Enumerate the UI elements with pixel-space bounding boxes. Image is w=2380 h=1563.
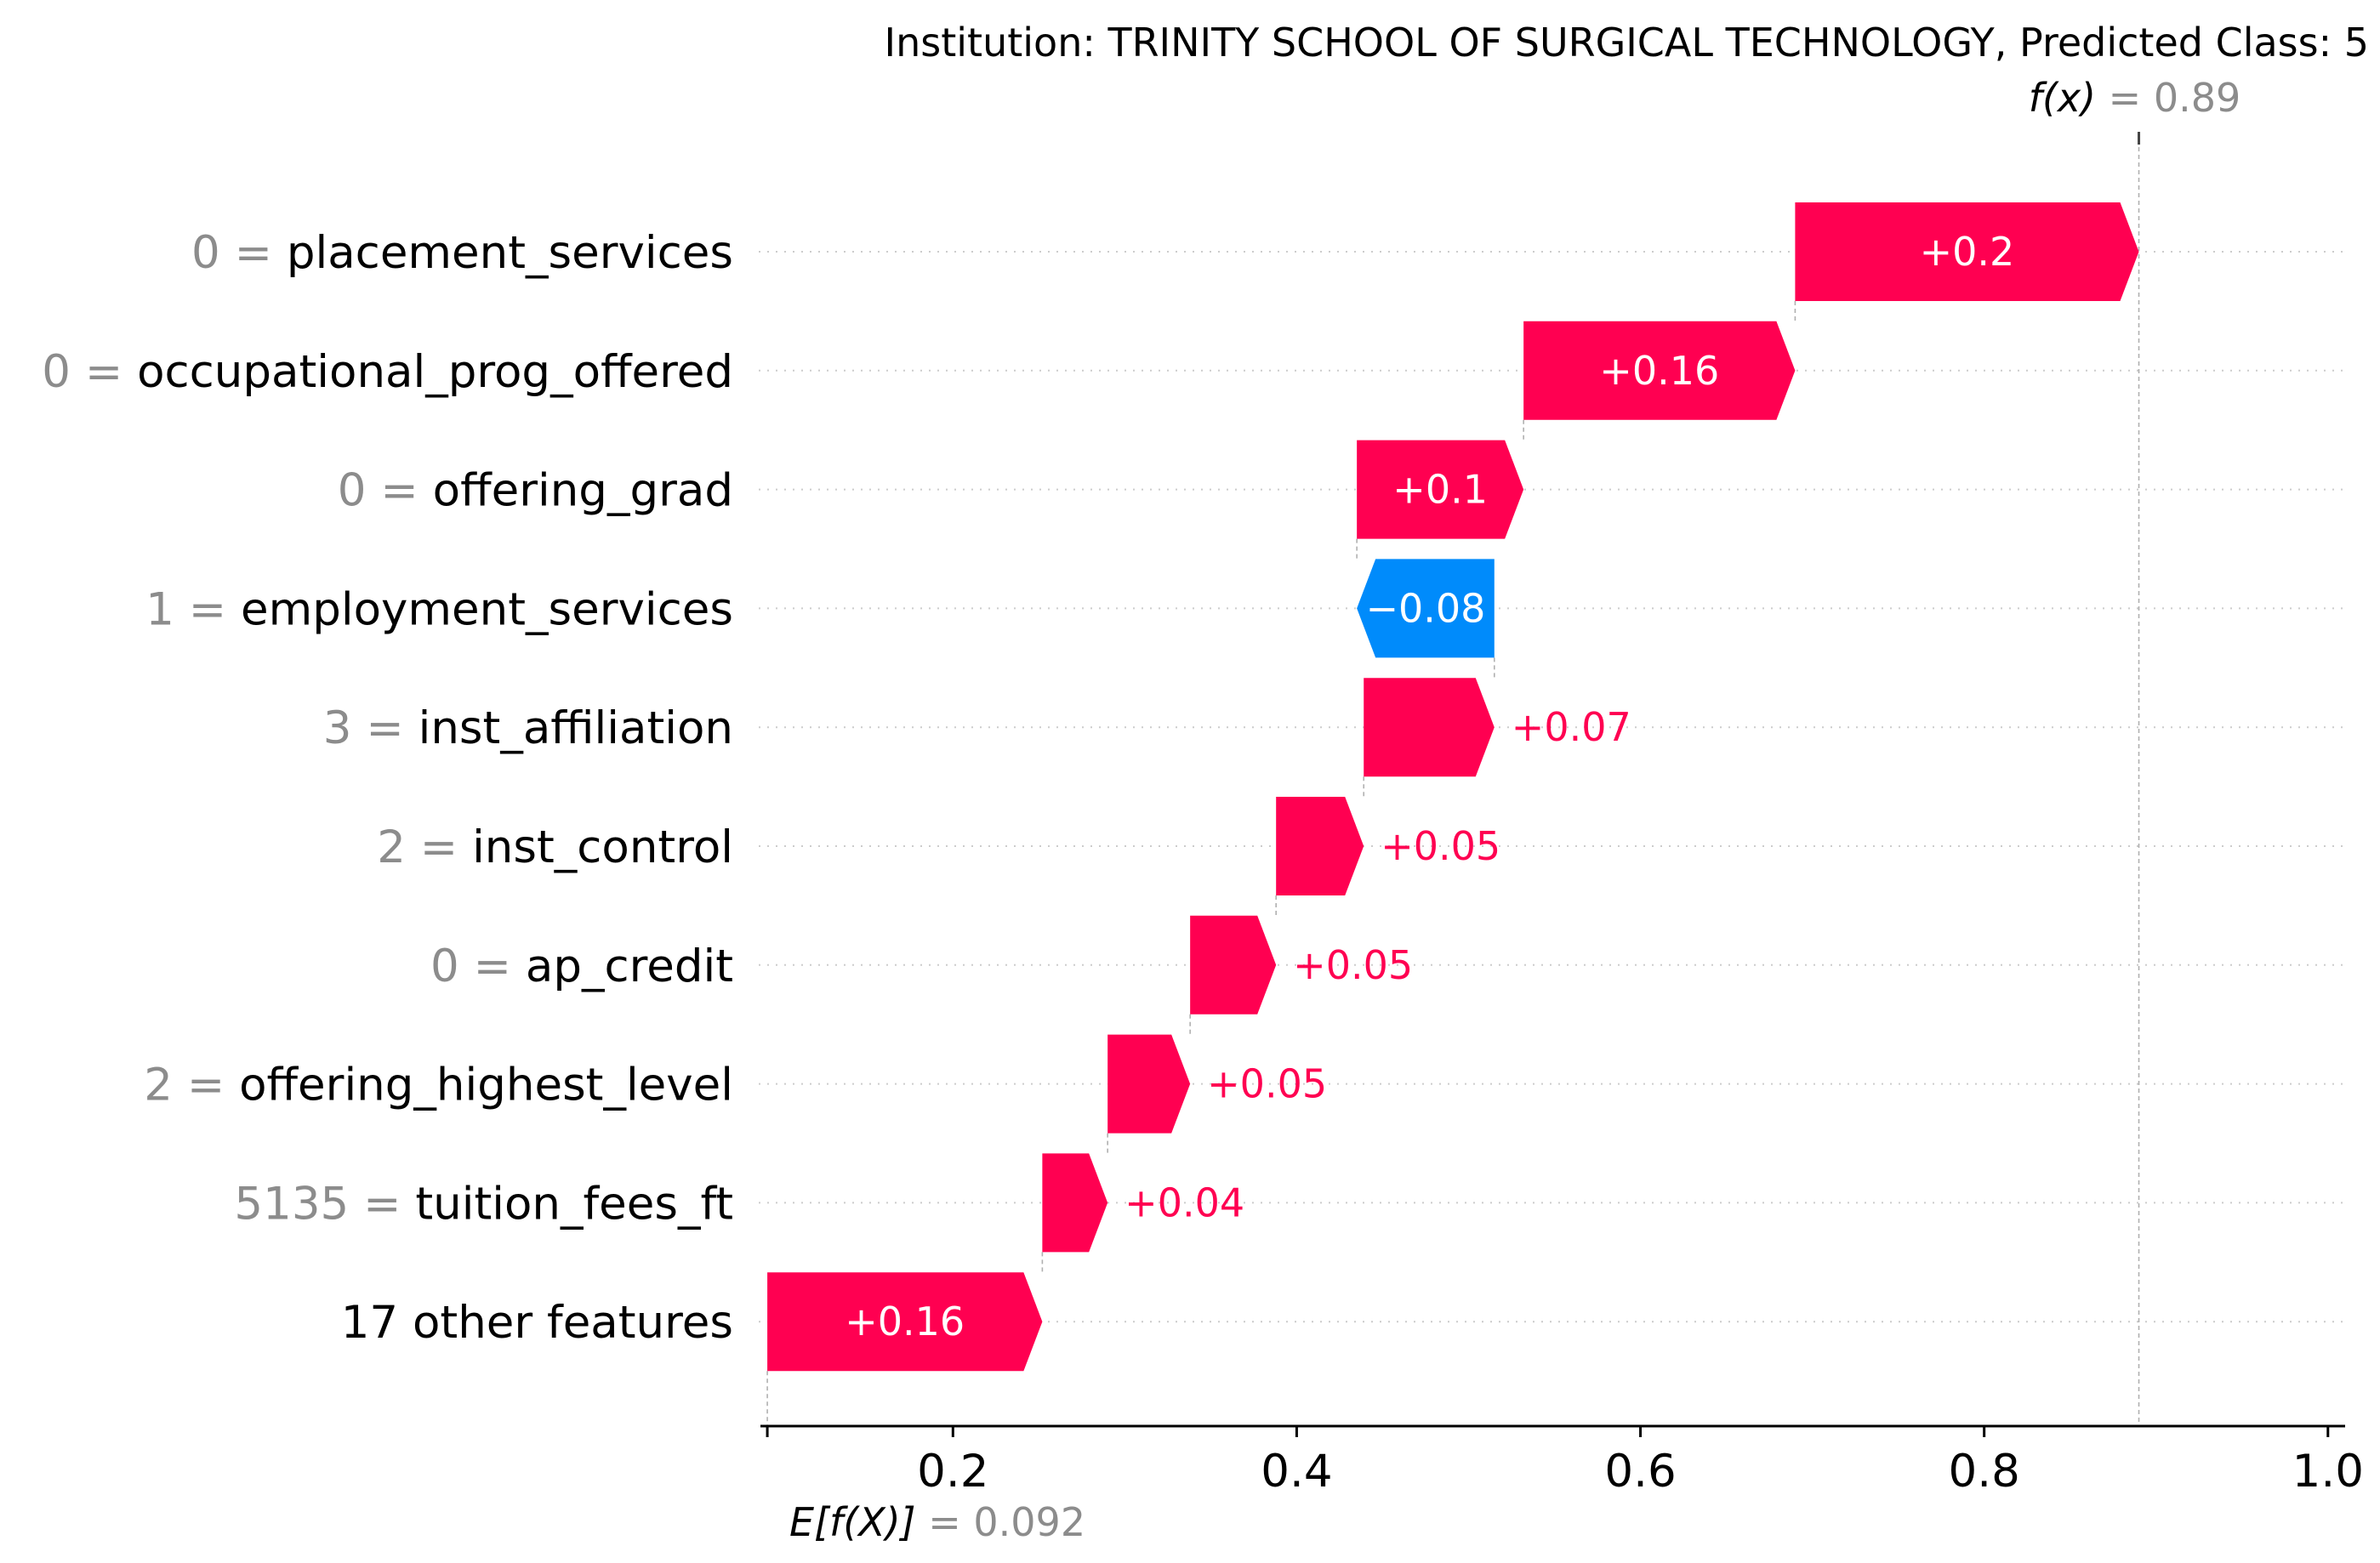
feature-value: 0 [42, 346, 71, 398]
x-tick-label: 0.6 [1604, 1446, 1676, 1498]
feature-name: 17 other features [341, 1297, 733, 1349]
feature-value: 5135 [234, 1178, 349, 1230]
feature-name: placement_services [287, 227, 733, 279]
feature-label: 17 other features [341, 1297, 733, 1349]
equals-sign: = [71, 346, 137, 398]
equals-sign: = [220, 227, 287, 279]
feature-value: 3 [323, 702, 352, 754]
feature-value: 2 [144, 1060, 173, 1111]
equals-sign: = [174, 583, 241, 635]
annotations: f(x) = 0.89 E[f(X)] = 0.092 [789, 75, 2241, 1545]
x-tick-label: 0.4 [1261, 1446, 1332, 1498]
bar-value-label: +0.05 [1293, 942, 1413, 988]
feature-name: ap_credit [526, 941, 733, 992]
feature-name: inst_control [472, 821, 733, 873]
feature-label: 0 = ap_credit [430, 941, 733, 992]
base-annotation-equals: = [916, 1499, 974, 1545]
output-annotation-equals: = [2096, 75, 2154, 121]
equals-sign: = [352, 702, 418, 754]
feature-label: 3 = inst_affiliation [323, 702, 733, 754]
base-annotation: E[f(X)] = 0.092 [789, 1499, 1085, 1545]
feature-name: offering_highest_level [239, 1060, 733, 1111]
output-annotation-label: f(x) [2029, 75, 2096, 121]
positive-bar [1364, 678, 1495, 777]
bar-value-label: +0.16 [1599, 348, 1719, 394]
bar-value-label: +0.05 [1381, 823, 1500, 869]
feature-label: 1 = employment_services [145, 583, 733, 635]
feature-value: 1 [145, 583, 174, 635]
bar-value-label: −0.08 [1365, 585, 1485, 631]
feature-label: 2 = inst_control [377, 821, 733, 873]
feature-value: 2 [377, 821, 406, 873]
feature-value: 0 [430, 941, 459, 992]
output-annotation-value: 0.89 [2154, 75, 2241, 121]
negative-bar [1357, 559, 1495, 658]
bar-value-label: +0.1 [1392, 467, 1488, 513]
bar-value-label: +0.2 [1920, 229, 2015, 275]
positive-bar [1357, 440, 1524, 539]
positive-bar [1190, 915, 1277, 1015]
feature-name: offering_grad [433, 465, 733, 517]
feature-label: 5135 = tuition_fees_ft [234, 1178, 733, 1230]
feature-label: 0 = placement_services [191, 227, 733, 279]
base-annotation-label: E[f(X)] [789, 1499, 916, 1545]
positive-bar [1795, 202, 2139, 301]
positive-bar [1042, 1153, 1108, 1253]
x-axis: 0.2 0.4 0.6 0.8 1.0 [760, 1424, 2364, 1498]
output-annotation: f(x) = 0.89 [2029, 75, 2241, 121]
x-tick-label: 0.2 [917, 1446, 988, 1498]
feature-value: 0 [191, 227, 220, 279]
equals-sign: = [173, 1060, 239, 1111]
equals-sign: = [367, 465, 433, 517]
positive-bar [1276, 797, 1364, 895]
bar-value-label: +0.07 [1512, 704, 1631, 750]
feature-value: 0 [338, 465, 367, 517]
bar-value-label: +0.16 [845, 1299, 965, 1344]
feature-label: 0 = offering_grad [338, 465, 733, 517]
bar-value-label: +0.05 [1207, 1061, 1327, 1107]
equals-sign: = [406, 821, 472, 873]
feature-label: 0 = occupational_prog_offered [42, 346, 733, 398]
equals-sign: = [459, 941, 526, 992]
bar-value-label: +0.04 [1125, 1179, 1244, 1225]
positive-bar [767, 1272, 1043, 1372]
x-tick-label: 1.0 [2292, 1446, 2364, 1498]
bars: +0.2 +0.16 +0.1 −0.08 +0.07 +0.05 +0.05 +0.05 +0… [767, 202, 2139, 1372]
feature-label: 2 = offering_highest_level [144, 1060, 733, 1111]
feature-name: occupational_prog_offered [137, 346, 733, 398]
chart-title: Institution: TRINITY SCHOOL OF SURGICAL … [885, 20, 2369, 65]
feature-name: employment_services [241, 583, 733, 635]
base-annotation-value: 0.092 [973, 1499, 1085, 1545]
equals-sign: = [349, 1178, 415, 1230]
feature-name: tuition_fees_ft [415, 1178, 733, 1230]
positive-bar [1107, 1034, 1191, 1134]
feature-name: inst_affiliation [418, 702, 733, 754]
positive-bar [1523, 321, 1796, 420]
connector-lines [766, 132, 2141, 1426]
x-tick-label: 0.8 [1949, 1446, 2020, 1498]
